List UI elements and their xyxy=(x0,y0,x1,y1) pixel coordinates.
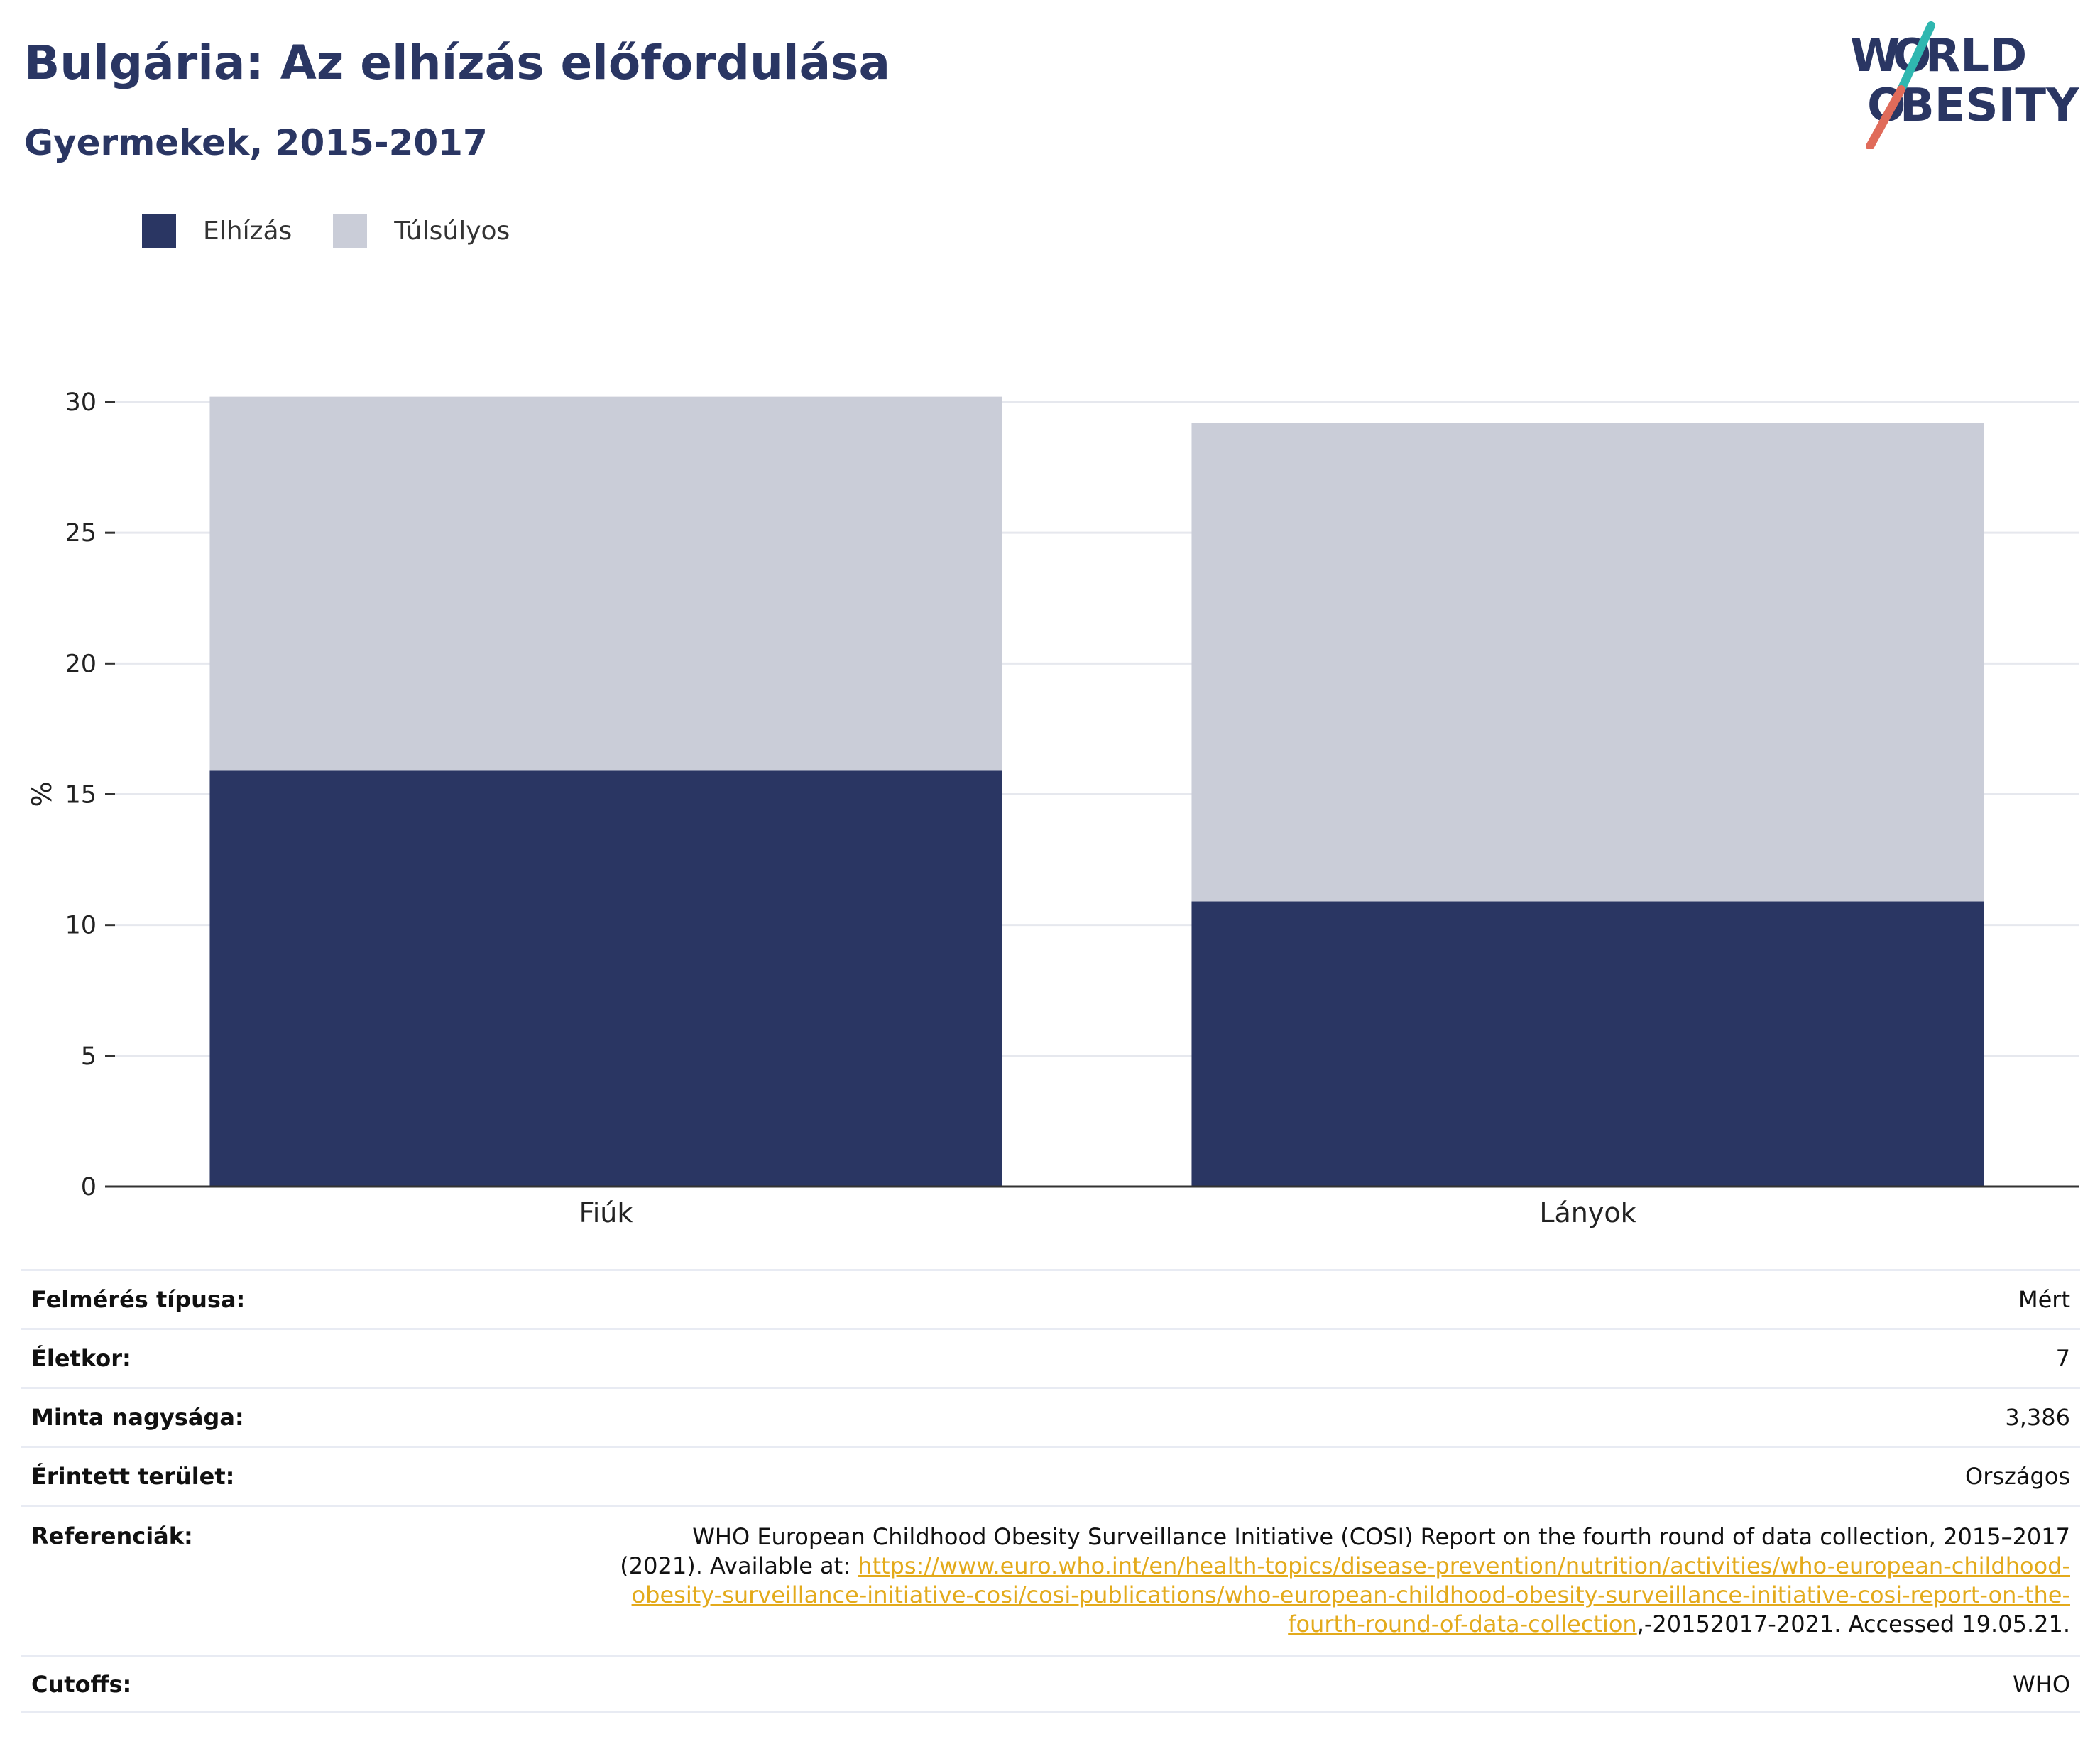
bar-obesity-boys xyxy=(209,770,1002,1187)
logo-line1-rest: RLD xyxy=(1925,30,2027,82)
reference-text-after: ,-20152017-2021. Accessed 19.05.21. xyxy=(1636,1611,2070,1638)
meta-key: Cutoffs: xyxy=(31,1670,132,1698)
y-tick-label: 30 xyxy=(65,388,97,417)
meta-key: Referenciák: xyxy=(31,1522,193,1549)
meta-key: Minta nagysága: xyxy=(31,1404,244,1431)
stacked-bar-chart: 0 5 10 15 20 25 30% Fiúk Lányok xyxy=(26,388,2079,1228)
y-axis-label: % xyxy=(26,781,58,807)
meta-row-age: Életkor: 7 xyxy=(21,1328,2080,1387)
legend-item-obesity[interactable]: Elhízás xyxy=(142,214,292,248)
reference-link[interactable]: https://www.euro.who.int/en/health-topic… xyxy=(631,1552,2070,1638)
world-obesity-logo: W O RLD O BESITY xyxy=(1850,21,2079,149)
bar-overweight-boys xyxy=(209,396,1002,771)
chart-subtitle: Gyermekek, 2015-2017 xyxy=(24,122,488,163)
y-tick-label: 0 xyxy=(81,1173,97,1202)
meta-value: Országos xyxy=(1965,1463,2070,1490)
bar-obesity-girls xyxy=(1191,901,1984,1187)
bar-overweight-girls xyxy=(1191,423,1984,902)
reference-text-before: WHO European Childhood Obesity Surveilla… xyxy=(620,1523,2070,1579)
meta-row-references: Referenciák: WHO European Childhood Obes… xyxy=(21,1505,2080,1655)
meta-row-area: Érintett terület: Országos xyxy=(21,1446,2080,1505)
legend-label-obesity: Elhízás xyxy=(203,216,292,246)
logo-line2-rest: BESITY xyxy=(1900,80,2079,132)
meta-row-survey-type: Felmérés típusa: Mért xyxy=(21,1269,2080,1328)
chart-legend: Elhízás Túlsúlyos xyxy=(142,209,551,252)
meta-key: Életkor: xyxy=(31,1345,131,1372)
meta-value: 3,386 xyxy=(2005,1404,2070,1431)
meta-key: Felmérés típusa: xyxy=(31,1286,246,1313)
logo-slash-top xyxy=(1897,21,1935,94)
y-tick-label: 25 xyxy=(65,519,97,547)
y-tick-label: 15 xyxy=(65,781,97,810)
y-tick-label: 10 xyxy=(65,912,97,940)
logo-slash-bottom xyxy=(1866,85,1905,149)
legend-label-overweight: Túlsúlyos xyxy=(394,216,510,246)
chart-title: Bulgária: Az elhízás előfordulása xyxy=(24,36,891,90)
metadata-table: Felmérés típusa: Mért Életkor: 7 Minta n… xyxy=(21,1269,2080,1713)
meta-value: WHO xyxy=(2013,1670,2070,1698)
logo-line1-w: W xyxy=(1850,30,1901,82)
meta-key: Érintett terület: xyxy=(31,1463,235,1490)
meta-value: Mért xyxy=(2018,1286,2070,1313)
x-tick-label: Fiúk xyxy=(579,1197,633,1228)
legend-item-overweight[interactable]: Túlsúlyos xyxy=(333,214,510,248)
meta-value: 7 xyxy=(2055,1345,2070,1372)
y-tick-label: 20 xyxy=(65,650,97,678)
y-tick-label: 5 xyxy=(81,1042,97,1071)
reference-text: WHO European Childhood Obesity Surveilla… xyxy=(608,1522,2070,1639)
x-tick-label: Lányok xyxy=(1539,1197,1636,1228)
meta-row-sample-size: Minta nagysága: 3,386 xyxy=(21,1387,2080,1446)
meta-row-cutoffs: Cutoffs: WHO xyxy=(21,1655,2080,1713)
legend-swatch-obesity xyxy=(142,214,176,248)
legend-swatch-overweight xyxy=(333,214,368,248)
